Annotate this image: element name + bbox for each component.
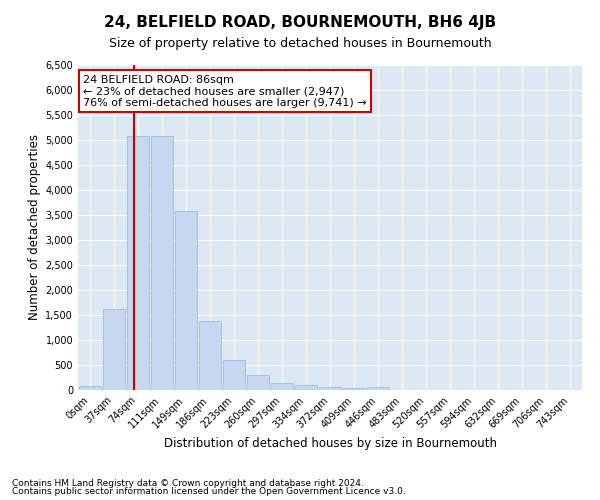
Text: 24, BELFIELD ROAD, BOURNEMOUTH, BH6 4JB: 24, BELFIELD ROAD, BOURNEMOUTH, BH6 4JB — [104, 15, 496, 30]
Text: Contains HM Land Registry data © Crown copyright and database right 2024.: Contains HM Land Registry data © Crown c… — [12, 478, 364, 488]
Bar — [367, 387, 389, 390]
Bar — [319, 387, 341, 390]
Y-axis label: Number of detached properties: Number of detached properties — [28, 134, 41, 320]
Bar — [343, 388, 365, 390]
Bar — [223, 360, 245, 390]
Text: Size of property relative to detached houses in Bournemouth: Size of property relative to detached ho… — [109, 38, 491, 51]
Text: Contains public sector information licensed under the Open Government Licence v3: Contains public sector information licen… — [12, 487, 406, 496]
Bar — [175, 211, 197, 390]
Bar — [295, 385, 317, 390]
Bar — [271, 382, 293, 390]
X-axis label: Distribution of detached houses by size in Bournemouth: Distribution of detached houses by size … — [163, 437, 497, 450]
Bar — [79, 386, 101, 390]
Bar — [127, 136, 149, 390]
Bar — [247, 375, 269, 390]
Bar — [103, 308, 125, 390]
Text: 24 BELFIELD ROAD: 86sqm
← 23% of detached houses are smaller (2,947)
76% of semi: 24 BELFIELD ROAD: 86sqm ← 23% of detache… — [83, 74, 367, 108]
Bar — [199, 322, 221, 390]
Bar — [151, 136, 173, 390]
